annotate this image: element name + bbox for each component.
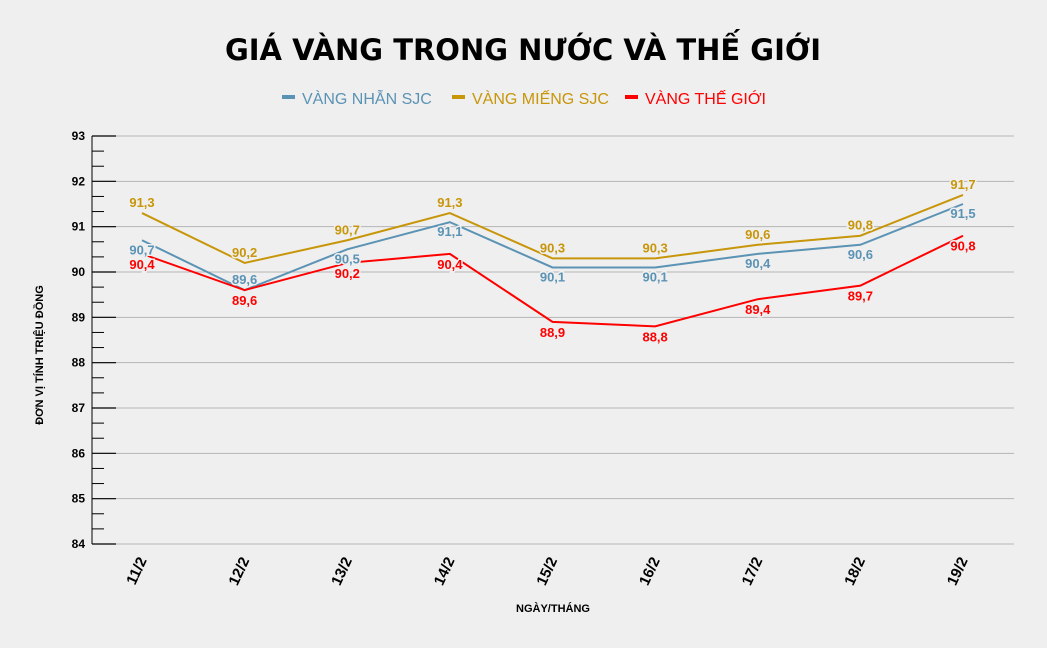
y-tick-label: 93 <box>72 129 86 143</box>
data-label: 88,9 <box>540 325 565 340</box>
data-label: 91,7 <box>950 177 975 192</box>
data-label: 90,2 <box>232 245 257 260</box>
legend-swatch <box>282 95 295 99</box>
data-label: 91,1 <box>437 224 462 239</box>
data-label: 89,6 <box>232 293 257 308</box>
legend-label: VÀNG THẾ GIỚI <box>645 89 766 108</box>
legend: VÀNG NHẪN SJC VÀNG MIẾNG SJC VÀNG THẾ GIỚI <box>282 89 766 108</box>
data-label: 90,2 <box>335 266 360 281</box>
data-label: 90,5 <box>335 251 360 266</box>
legend-label: VÀNG MIẾNG SJC <box>472 89 609 108</box>
data-label: 90,4 <box>129 257 155 272</box>
x-tick-label: 19/2 <box>944 555 972 589</box>
data-label: 90,7 <box>335 222 360 237</box>
data-label: 90,6 <box>848 247 873 262</box>
x-tick-label: 17/2 <box>739 555 767 589</box>
x-tick-label: 12/2 <box>226 555 254 589</box>
data-label: 90,3 <box>642 240 667 255</box>
data-label: 90,6 <box>745 227 770 242</box>
data-label: 90,4 <box>437 257 463 272</box>
series-line <box>141 234 964 328</box>
y-tick-label: 89 <box>72 310 86 324</box>
data-label: 91,5 <box>950 206 975 221</box>
y-tick-label: 88 <box>72 356 86 370</box>
y-tick-label: 90 <box>72 265 86 279</box>
y-axis-label: ĐƠN VỊ TÍNH TRIỆU ĐỒNG <box>33 285 46 425</box>
data-label: 90,8 <box>950 239 975 254</box>
data-label: 90,1 <box>642 269 667 284</box>
data-label: 90,8 <box>848 218 873 233</box>
y-tick-label: 84 <box>72 537 86 551</box>
x-axis-label: NGÀY/THÁNG <box>516 602 590 615</box>
y-axis: 84 85 86 87 88 89 90 91 92 93 <box>72 129 116 551</box>
data-label: 91,3 <box>129 195 154 210</box>
x-tick-label: 13/2 <box>328 555 356 589</box>
legend-label: VÀNG NHẪN SJC <box>302 89 432 108</box>
y-tick-label: 85 <box>72 492 86 506</box>
series: 90,7 89,6 90,5 91,1 90,1 90,1 90,4 90,6 91,5 91,3… <box>128 175 977 345</box>
grid <box>92 135 1014 545</box>
data-label: 89,6 <box>232 272 257 287</box>
y-tick-label: 86 <box>72 446 86 460</box>
x-tick-label: 14/2 <box>431 555 459 589</box>
x-tick-label: 11/2 <box>123 555 150 588</box>
x-tick-label: 15/2 <box>533 555 561 589</box>
legend-swatch <box>625 95 638 99</box>
y-tick-label: 92 <box>72 174 86 188</box>
series-line <box>141 203 964 292</box>
series-line <box>141 194 964 264</box>
x-axis: 11/2 12/2 13/2 14/2 15/2 16/2 17/2 18/2 19/2 <box>123 555 971 589</box>
data-label: 90,3 <box>540 240 565 255</box>
y-tick-label: 87 <box>72 401 86 415</box>
data-label: 90,7 <box>129 242 154 257</box>
data-label: 89,4 <box>745 302 771 317</box>
x-tick-label: 18/2 <box>841 555 869 589</box>
data-label: 90,1 <box>540 269 565 284</box>
x-tick-label: 16/2 <box>636 555 664 589</box>
data-label: 90,4 <box>745 256 771 271</box>
y-tick-label: 91 <box>72 220 86 234</box>
data-label: 88,8 <box>642 329 667 344</box>
chart-title: GIÁ VÀNG TRONG NƯỚC VÀ THẾ GIỚI <box>225 30 821 67</box>
data-label: 89,7 <box>848 289 873 304</box>
legend-swatch <box>452 95 465 99</box>
data-label: 91,3 <box>437 195 462 210</box>
